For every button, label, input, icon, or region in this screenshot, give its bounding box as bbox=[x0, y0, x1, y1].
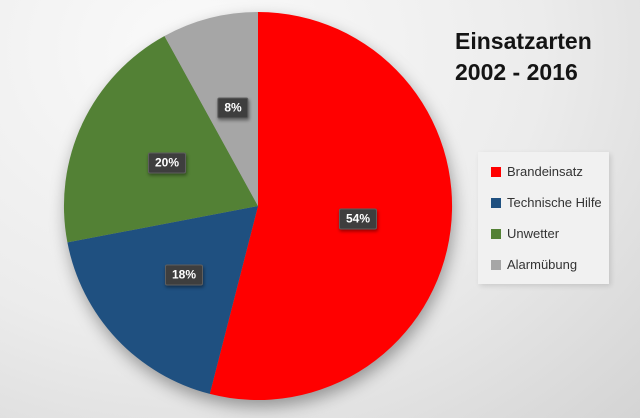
legend-label: Alarmübung bbox=[507, 257, 578, 272]
legend-swatch-technische-hilfe bbox=[491, 197, 501, 208]
pie-slice-brandeinsatz bbox=[209, 11, 453, 400]
legend-label: Brandeinsatz bbox=[507, 164, 583, 179]
legend-item-alarm-bung: Alarmübung bbox=[491, 257, 605, 272]
legend-swatch-alarm-bung bbox=[491, 259, 501, 270]
legend-item-technische-hilfe: Technische Hilfe bbox=[491, 195, 605, 210]
pie-slice-alarm-bung bbox=[164, 11, 258, 206]
pie-slice-technische-hilfe bbox=[67, 206, 259, 394]
legend-swatch-unwetter bbox=[491, 228, 501, 239]
chart-title-line2: 2002 - 2016 bbox=[455, 59, 578, 85]
legend: Brandeinsatz Technische Hilfe Unwetter Alar… bbox=[478, 152, 609, 284]
legend-label: Technische Hilfe bbox=[507, 195, 602, 210]
pie-slice-unwetter bbox=[63, 36, 258, 243]
chart-title-line1: Einsatzarten bbox=[455, 28, 592, 54]
legend-swatch-brandeinsatz bbox=[491, 166, 501, 177]
legend-item-unwetter: Unwetter bbox=[491, 226, 605, 241]
chart-title: Einsatzarten 2002 - 2016 bbox=[455, 26, 592, 88]
legend-label: Unwetter bbox=[507, 226, 560, 241]
legend-item-brandeinsatz: Brandeinsatz bbox=[491, 164, 605, 179]
